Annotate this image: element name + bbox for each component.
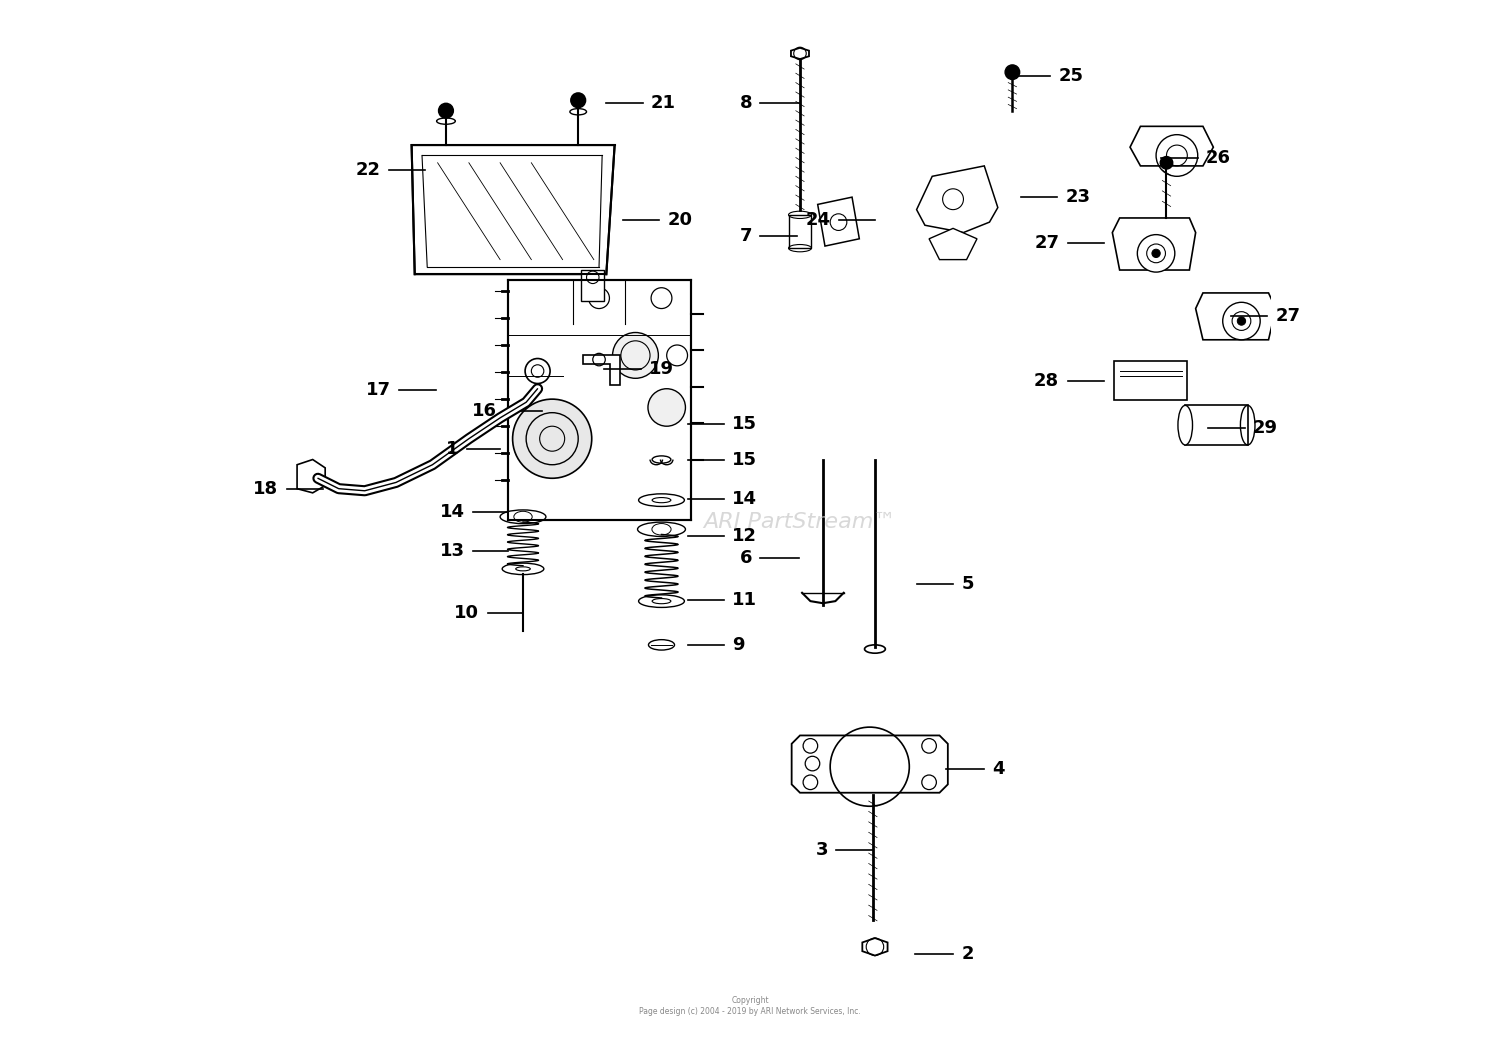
Text: 11: 11 bbox=[732, 591, 758, 609]
Polygon shape bbox=[928, 229, 976, 260]
Text: 26: 26 bbox=[1206, 148, 1231, 167]
Text: 19: 19 bbox=[650, 360, 674, 378]
Text: 15: 15 bbox=[732, 416, 758, 433]
Circle shape bbox=[525, 358, 550, 383]
Circle shape bbox=[1222, 303, 1260, 339]
Ellipse shape bbox=[648, 640, 675, 650]
Polygon shape bbox=[584, 355, 620, 384]
Circle shape bbox=[1005, 65, 1020, 79]
Circle shape bbox=[1152, 250, 1160, 258]
Circle shape bbox=[438, 103, 453, 118]
Ellipse shape bbox=[500, 509, 546, 524]
Text: 3: 3 bbox=[816, 841, 828, 859]
Text: 8: 8 bbox=[740, 94, 752, 113]
Text: 5: 5 bbox=[962, 575, 974, 593]
Text: Copyright
Page design (c) 2004 - 2019 by ARI Network Services, Inc.: Copyright Page design (c) 2004 - 2019 by… bbox=[639, 996, 861, 1016]
Polygon shape bbox=[411, 145, 615, 275]
Text: 23: 23 bbox=[1065, 188, 1090, 206]
Polygon shape bbox=[818, 197, 860, 246]
Polygon shape bbox=[1113, 218, 1196, 270]
Bar bbox=[1114, 360, 1188, 400]
Ellipse shape bbox=[638, 522, 686, 537]
Text: 6: 6 bbox=[740, 549, 752, 568]
Text: 12: 12 bbox=[732, 526, 758, 545]
Text: 18: 18 bbox=[254, 479, 279, 498]
Bar bbox=[582, 270, 604, 302]
Circle shape bbox=[513, 399, 591, 478]
Text: 10: 10 bbox=[454, 603, 480, 621]
Circle shape bbox=[648, 388, 686, 426]
Text: 21: 21 bbox=[651, 94, 676, 113]
Text: 15: 15 bbox=[732, 451, 758, 469]
Ellipse shape bbox=[864, 645, 885, 654]
Circle shape bbox=[1238, 317, 1245, 326]
Polygon shape bbox=[297, 459, 326, 493]
Ellipse shape bbox=[652, 456, 670, 464]
Text: ARI PartStream™: ARI PartStream™ bbox=[704, 512, 896, 532]
Bar bbox=[1185, 405, 1248, 445]
Ellipse shape bbox=[639, 595, 684, 608]
Polygon shape bbox=[1130, 126, 1214, 166]
Text: 17: 17 bbox=[366, 381, 392, 399]
Text: 20: 20 bbox=[668, 211, 693, 229]
Ellipse shape bbox=[639, 494, 684, 506]
Text: 29: 29 bbox=[1252, 420, 1278, 437]
Text: 27: 27 bbox=[1276, 307, 1300, 325]
Circle shape bbox=[1137, 235, 1174, 272]
Text: 14: 14 bbox=[440, 502, 465, 521]
Polygon shape bbox=[792, 735, 948, 792]
Text: 24: 24 bbox=[806, 211, 830, 229]
Text: 25: 25 bbox=[1058, 68, 1083, 86]
Ellipse shape bbox=[503, 563, 544, 574]
Text: 7: 7 bbox=[740, 227, 752, 244]
Polygon shape bbox=[1196, 293, 1276, 339]
Text: 1: 1 bbox=[446, 441, 459, 458]
Bar bbox=[509, 281, 690, 520]
Text: 2: 2 bbox=[962, 945, 974, 964]
Text: 4: 4 bbox=[993, 760, 1005, 778]
Text: 16: 16 bbox=[472, 402, 496, 420]
Circle shape bbox=[572, 93, 585, 108]
Circle shape bbox=[1160, 157, 1173, 169]
Text: 27: 27 bbox=[1034, 234, 1059, 252]
Text: 9: 9 bbox=[732, 636, 746, 654]
Bar bbox=[789, 215, 812, 248]
Text: 13: 13 bbox=[440, 542, 465, 561]
Text: 28: 28 bbox=[1034, 373, 1059, 390]
Circle shape bbox=[612, 332, 658, 378]
Text: 14: 14 bbox=[732, 490, 758, 508]
Polygon shape bbox=[862, 939, 888, 955]
Polygon shape bbox=[790, 48, 808, 60]
Text: 22: 22 bbox=[356, 161, 381, 180]
Ellipse shape bbox=[1178, 405, 1192, 445]
Polygon shape bbox=[916, 166, 998, 233]
